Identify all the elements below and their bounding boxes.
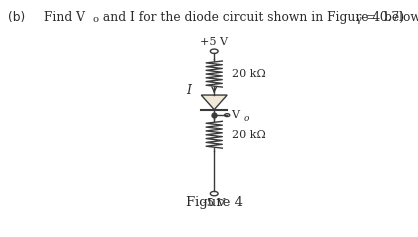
Text: = 0.7): = 0.7) bbox=[362, 11, 404, 24]
Text: o: o bbox=[93, 15, 99, 24]
Polygon shape bbox=[201, 95, 227, 110]
Text: Figure 4: Figure 4 bbox=[186, 196, 243, 209]
Text: 20 kΩ: 20 kΩ bbox=[232, 130, 266, 140]
Text: I: I bbox=[186, 84, 191, 97]
Text: 20 kΩ: 20 kΩ bbox=[232, 69, 266, 79]
Text: Find V: Find V bbox=[44, 11, 85, 24]
Text: -5 V: -5 V bbox=[203, 198, 225, 208]
Text: V: V bbox=[231, 110, 239, 120]
Text: o: o bbox=[244, 114, 250, 123]
Text: +5 V: +5 V bbox=[200, 37, 228, 47]
Text: γ: γ bbox=[356, 15, 362, 24]
Text: (b): (b) bbox=[8, 11, 25, 24]
Text: and I for the diode circuit shown in Figure 4 below. (V: and I for the diode circuit shown in Fig… bbox=[99, 11, 418, 24]
